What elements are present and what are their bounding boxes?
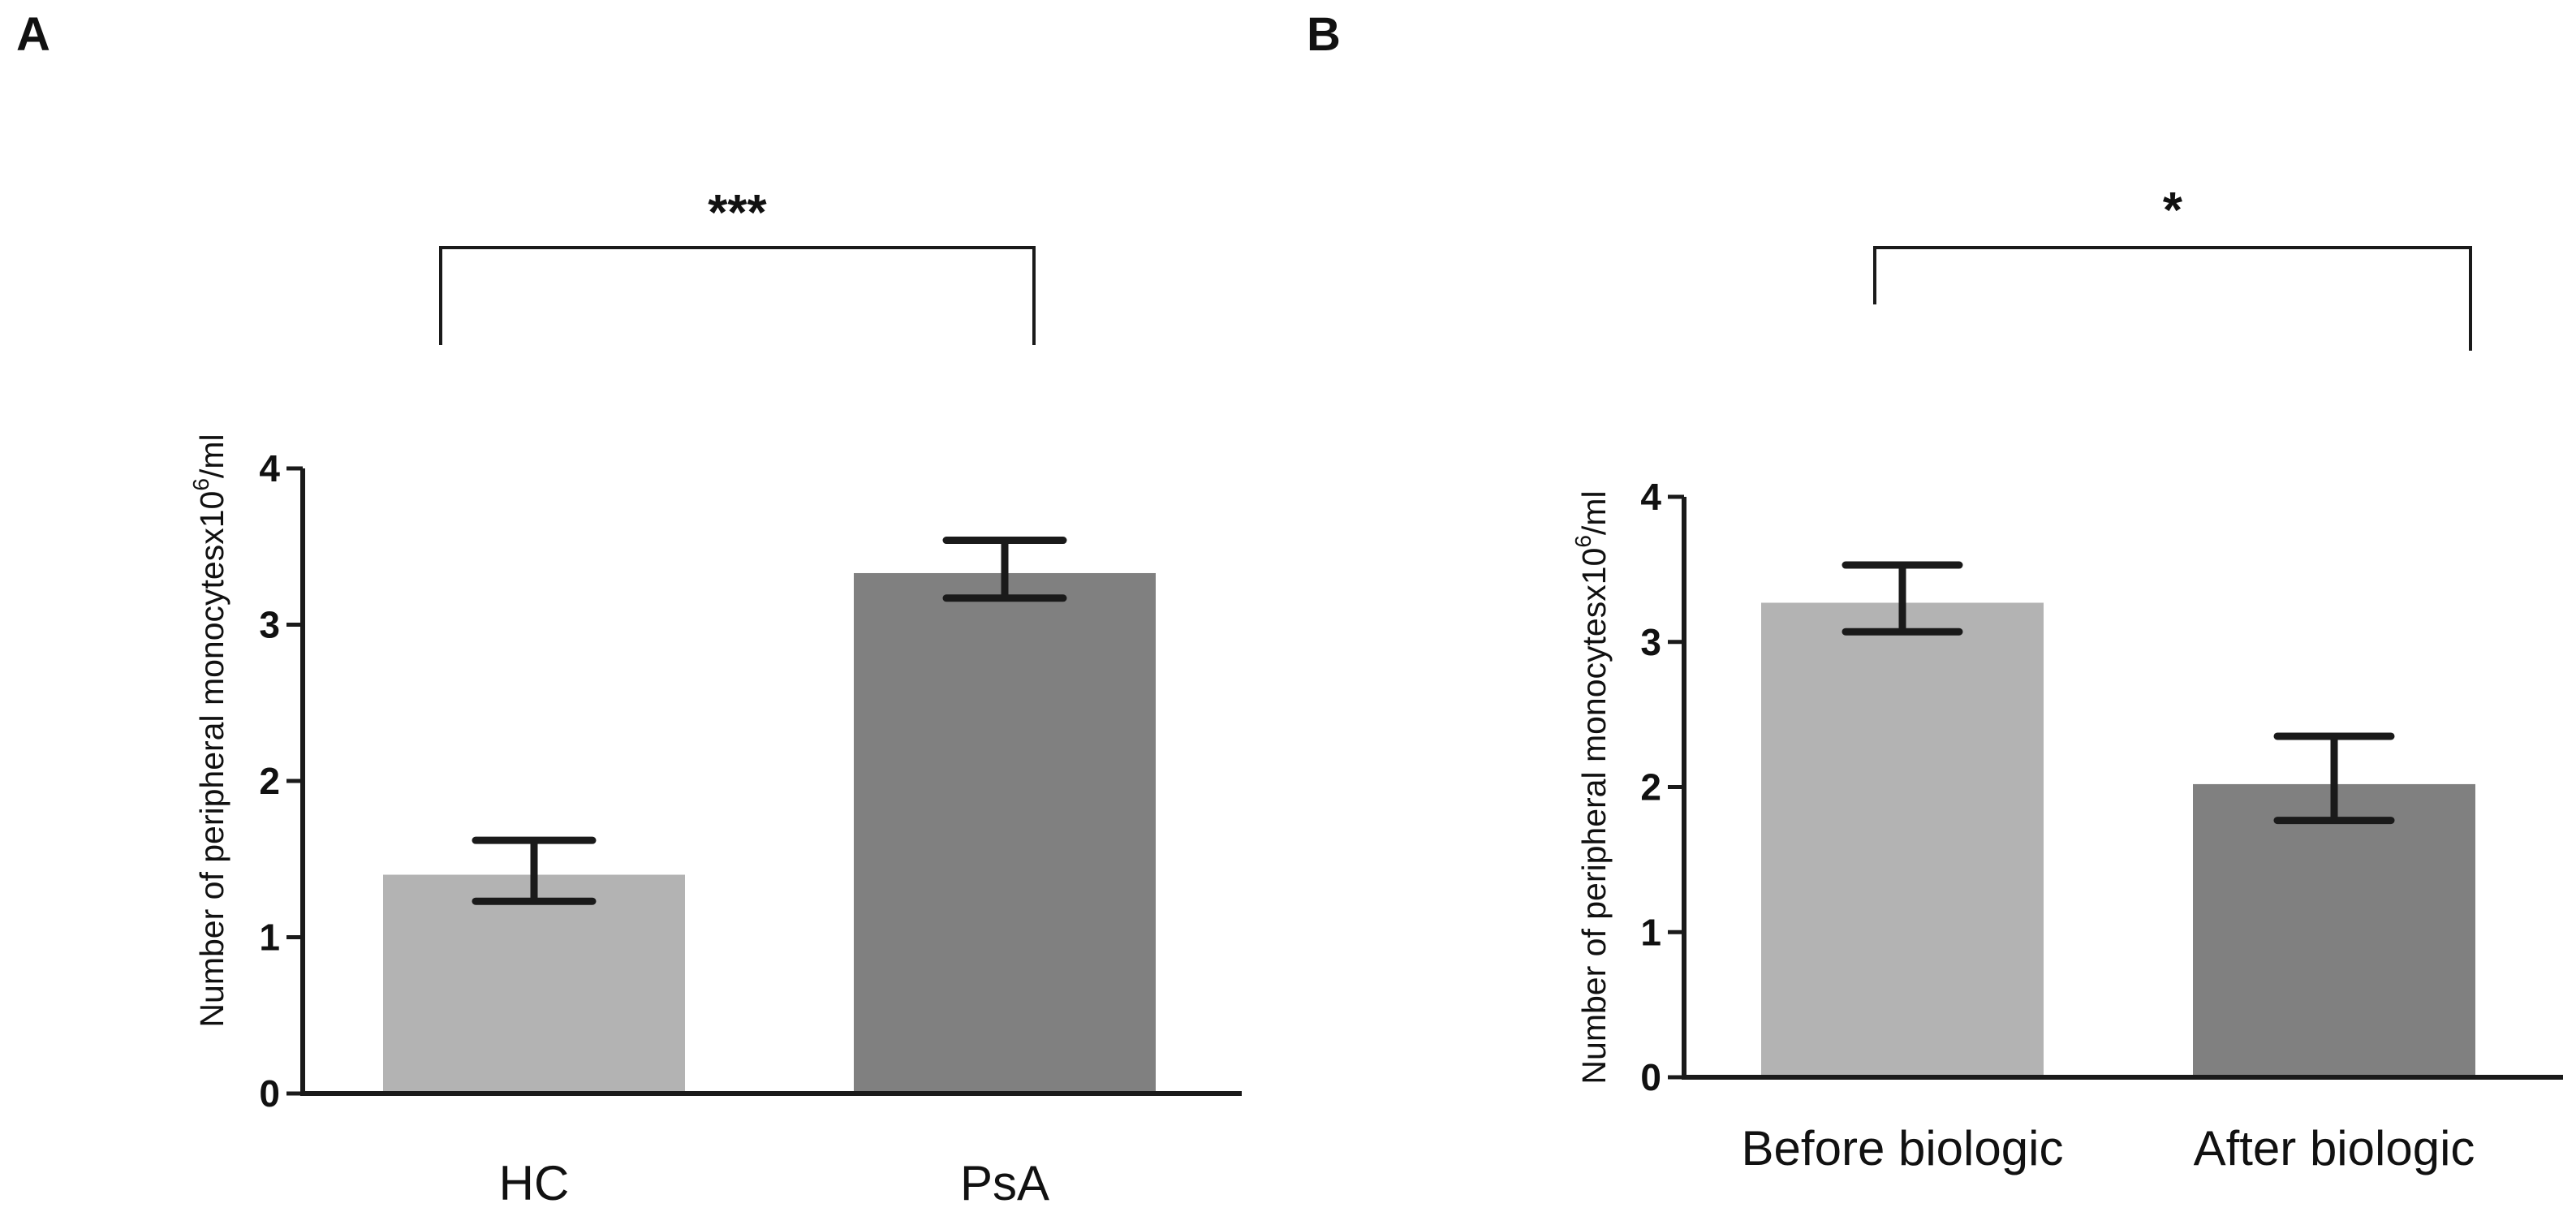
chart-b: Number of peripheral monocytesx106/ml 0 1… [1570,183,2563,1175]
chart-a-category-label-1: HC [499,1156,570,1210]
chart-b-y-tick-label-3: 3 [1640,621,1661,663]
chart-b-significance-label: * [2163,183,2183,239]
chart-a-y-axis-label: Number of peripheral monocytesx106/ml [188,433,230,1027]
chart-a-bar-2 [854,572,1156,1093]
panel-a: A Number of peripheral monocytesx106/ml … [16,8,1242,1210]
chart-b-y-tick-label-4: 4 [1640,476,1661,518]
chart-a-y-tick-label-4: 4 [259,447,280,490]
chart-a-y-tick-label-0: 0 [259,1072,280,1115]
panel-b: B Number of peripheral monocytesx106/ml … [1307,8,2563,1175]
chart-a-y-label-sup: 6 [188,478,213,491]
chart-b-error-bar-1 [1842,561,1963,636]
panel-b-letter: B [1307,8,1341,61]
chart-b-bar-2 [2193,783,2475,1077]
chart-a-bar-1 [383,874,685,1093]
chart-b-significance-bracket [1873,246,2472,351]
chart-a-y-tick-label-3: 3 [259,604,280,646]
chart-a-y-tick-label-2: 2 [259,760,280,802]
chart-b-error-bar-2 [2273,732,2395,825]
chart-b-category-label-1: Before biologic [1742,1121,2064,1175]
chart-a: Number of peripheral monocytesx106/ml 0 1… [188,185,1242,1210]
chart-a-significance-bracket [439,246,1036,345]
chart-b-y-label-tail: /ml [1575,490,1613,535]
chart-a-y-label-base: Number of peripheral monocytesx10 [193,491,230,1028]
chart-a-significance-label: *** [708,185,767,241]
chart-a-category-label-2: PsA [960,1156,1049,1210]
chart-a-y-tick-label-1: 1 [259,917,280,959]
chart-b-category-label-2: After biologic [2194,1121,2475,1175]
panel-a-letter: A [16,8,50,61]
chart-b-y-axis-label: Number of peripheral monocytesx106/ml [1570,490,1613,1084]
chart-a-error-bar-1 [472,836,597,905]
chart-b-bar-1 [1761,602,2044,1077]
chart-b-y-tick-label-1: 1 [1640,911,1661,953]
chart-b-y-tick-label-2: 2 [1640,766,1661,809]
chart-b-y-label-base: Number of peripheral monocytesx10 [1575,548,1613,1085]
chart-b-y-label-sup: 6 [1570,535,1596,548]
chart-a-error-bar-2 [942,537,1067,602]
chart-a-y-label-tail: /ml [193,433,230,478]
chart-b-y-tick-label-0: 0 [1640,1056,1661,1098]
